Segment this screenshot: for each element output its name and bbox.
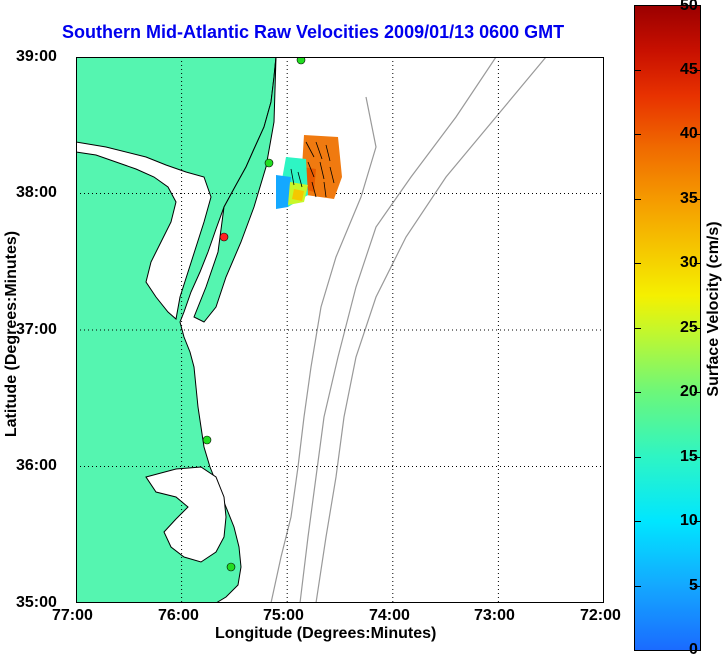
colorbar-label: Surface Velocity (cm/s) bbox=[705, 221, 722, 397]
colorbar-tick-label: 40 bbox=[680, 125, 698, 142]
y-tick-label: 35:00 bbox=[16, 594, 57, 611]
colorbar-tick-label: 5 bbox=[689, 577, 698, 594]
colorbar-tick-label: 50 bbox=[680, 0, 698, 14]
colorbar-tick-label: 30 bbox=[680, 254, 698, 271]
map-canvas bbox=[76, 57, 604, 603]
x-tick-label: 76:00 bbox=[158, 607, 199, 624]
x-tick-label: 75:00 bbox=[263, 607, 304, 624]
station-marker bbox=[219, 232, 229, 242]
shelf-contour-mid bbox=[299, 57, 497, 603]
map-title: Southern Mid-Atlantic Raw Velocities 200… bbox=[62, 22, 565, 42]
colorbar-tick-label: 20 bbox=[680, 383, 698, 400]
shelf-contour-inner bbox=[270, 96, 377, 603]
y-tick-label: 38:00 bbox=[16, 184, 57, 201]
map-plot[interactable] bbox=[76, 57, 604, 603]
colorbar-tick-label: 45 bbox=[680, 61, 698, 78]
x-tick-label: 77:00 bbox=[52, 607, 93, 624]
y-tick-label: 39:00 bbox=[16, 48, 57, 65]
y-axis-label: Latitude (Degrees:Minutes) bbox=[3, 230, 20, 438]
station-marker bbox=[202, 435, 212, 445]
colorbar-tick-label: 35 bbox=[680, 190, 698, 207]
plot-frame bbox=[76, 57, 604, 603]
velocity-field bbox=[276, 135, 342, 209]
colorbar-tick-label: 25 bbox=[680, 319, 698, 336]
pamlico-sound bbox=[145, 466, 227, 563]
x-tick-label: 73:00 bbox=[474, 607, 515, 624]
station-marker bbox=[226, 562, 236, 572]
y-tick-label: 37:00 bbox=[16, 321, 57, 338]
x-axis-label: Longitude (Degrees:Minutes) bbox=[215, 625, 437, 642]
colorbar-tick-label: 0 bbox=[689, 641, 698, 658]
chesapeake-bay bbox=[76, 141, 212, 320]
x-tick-label: 72:00 bbox=[580, 607, 621, 624]
station-marker bbox=[264, 158, 274, 168]
colorbar bbox=[634, 5, 701, 651]
colorbar-tick-label: 15 bbox=[680, 448, 698, 465]
colorbar-tick-label: 10 bbox=[680, 512, 698, 529]
y-tick-label: 36:00 bbox=[16, 457, 57, 474]
x-tick-label: 74:00 bbox=[369, 607, 410, 624]
eastern-shore bbox=[193, 57, 277, 323]
station-marker bbox=[296, 57, 306, 65]
shelf-contour-outer bbox=[315, 57, 547, 603]
grid-lines bbox=[76, 57, 604, 603]
